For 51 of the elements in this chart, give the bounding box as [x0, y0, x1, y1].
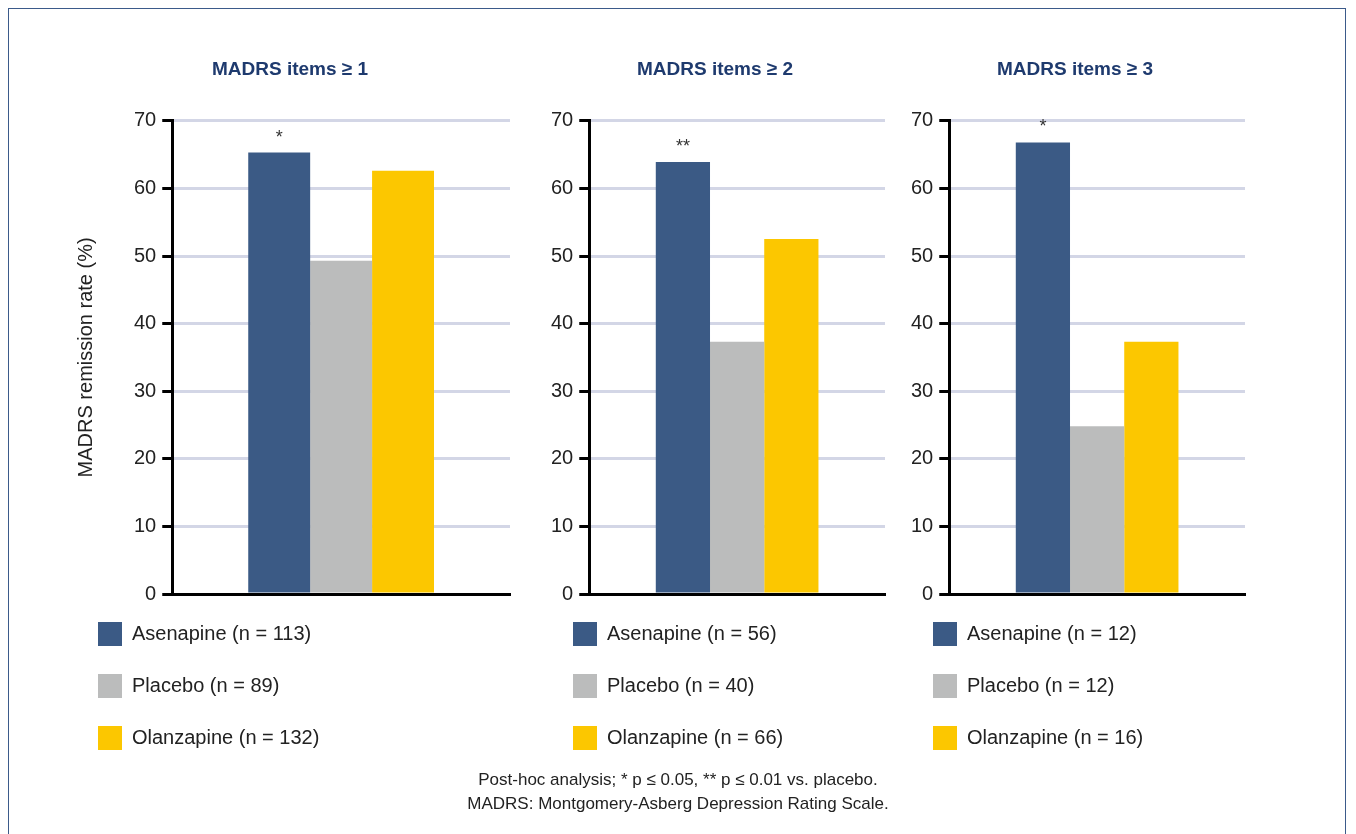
y-tick-label: 0 [145, 581, 157, 604]
legend-label: Asenapine (n = 56) [607, 621, 777, 644]
y-tick-label: 70 [911, 108, 934, 131]
legend-label: Asenapine (n = 12) [967, 621, 1137, 644]
bar [1124, 341, 1179, 593]
y-tick-label: 10 [911, 513, 934, 536]
bar [372, 170, 435, 593]
y-tick-label: 60 [911, 175, 934, 198]
y-tick-label: 30 [551, 378, 574, 401]
y-tick-label: 20 [134, 446, 157, 469]
annotation: ** [675, 136, 690, 156]
y-tick-label: 40 [134, 311, 157, 334]
annotation: * [1039, 116, 1047, 137]
y-tick-label: 20 [551, 446, 574, 469]
y-tick-label: 50 [134, 243, 157, 266]
legend-label: Asenapine (n = 113) [132, 621, 312, 644]
y-tick-label: 30 [134, 378, 157, 401]
legend-label: Placebo (n = 40) [607, 673, 755, 696]
y-tick-label: 50 [911, 243, 934, 266]
legend-label: Olanzapine (n = 132) [132, 725, 320, 748]
bar [710, 341, 765, 593]
bar [310, 260, 373, 593]
y-tick-label: 50 [551, 243, 574, 266]
y-axis-title: MADRS remission rate (%) [73, 237, 96, 478]
text: MADRS: Montgomery-Asberg Depression Rating Scale. [466, 793, 890, 815]
y-tick-label: 40 [911, 311, 934, 334]
bar [1070, 426, 1125, 593]
text: Post-hoc analysis; * p ≤ 0.05, ** p ≤ 0.01 vs. placebo. [477, 769, 879, 791]
legend-label: Olanzapine (n = 66) [607, 725, 784, 748]
bar [764, 239, 819, 593]
chart-title: MADRS items ≥ 2 [636, 57, 794, 79]
chart-title: MADRS items ≥ 1 [211, 57, 369, 79]
annotation: * [275, 126, 283, 147]
y-tick-label: 40 [551, 311, 574, 334]
y-tick-label: 60 [134, 175, 157, 198]
bar [248, 152, 311, 593]
y-tick-label: 10 [134, 513, 157, 536]
legend-label: Placebo (n = 12) [967, 673, 1115, 696]
y-tick-label: 70 [551, 108, 574, 131]
y-tick-label: 30 [911, 378, 934, 401]
legend-label: Placebo (n = 89) [132, 673, 280, 696]
y-tick-label: 0 [922, 581, 934, 604]
y-tick-label: 70 [134, 108, 157, 131]
y-tick-label: 60 [551, 175, 574, 198]
chart-title: MADRS items ≥ 3 [996, 57, 1154, 79]
y-tick-label: 10 [551, 513, 574, 536]
legend-label: Olanzapine (n = 16) [967, 725, 1144, 748]
y-tick-label: 0 [562, 581, 574, 604]
bar [1015, 142, 1071, 593]
y-tick-label: 20 [911, 446, 934, 469]
bar [655, 162, 711, 593]
